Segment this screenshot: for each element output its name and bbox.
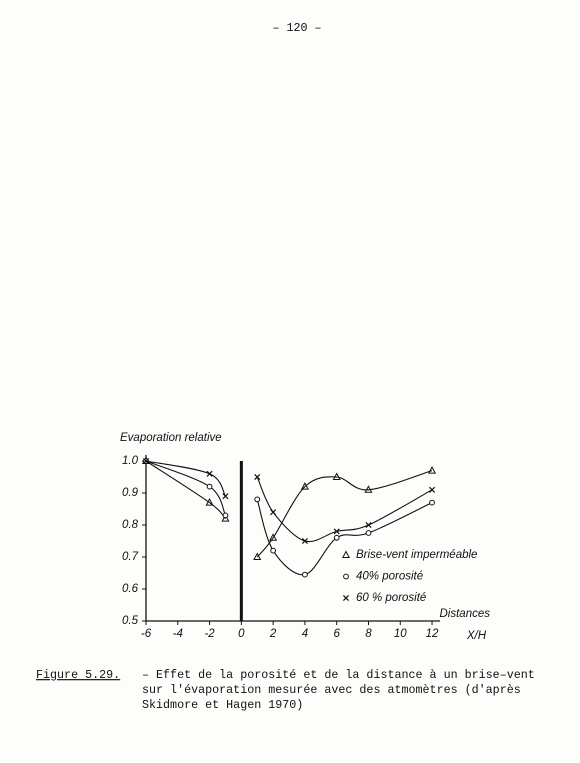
x-tick-label: 12 — [426, 628, 439, 640]
marker-cross — [342, 594, 350, 602]
marker-triangle — [341, 550, 351, 558]
y-tick-label: 0.8 — [122, 519, 139, 531]
marker-triangle — [300, 482, 309, 490]
marker-triangle — [364, 485, 373, 493]
marker-circle — [343, 573, 349, 580]
marker-cross — [254, 473, 261, 481]
marker-circle — [270, 547, 277, 554]
marker-triangle — [205, 498, 214, 506]
x-tick-label: -4 — [173, 628, 183, 640]
legend-label: Brise-vent imperméable — [356, 549, 477, 561]
x-tick-label: 8 — [365, 628, 372, 640]
y-tick-label: 0.6 — [122, 583, 139, 595]
caption-line: sur l'évaporation mesurée avec des atmom… — [142, 683, 521, 697]
y-tick-label: 0.7 — [122, 551, 139, 563]
caption-line: Skidmore et Hagen 1970) — [142, 698, 303, 712]
x-tick-label: -2 — [204, 628, 215, 640]
marker-triangle — [221, 514, 230, 522]
y-tick-label: 1.0 — [122, 455, 139, 467]
series-line — [145, 460, 433, 543]
marker-cross — [301, 537, 308, 545]
marker-circle — [254, 496, 261, 503]
x-tick-label: -6 — [141, 628, 152, 640]
x-tick-label: 0 — [238, 628, 245, 640]
marker-triangle — [269, 533, 278, 541]
x-tick-label: 6 — [333, 628, 340, 640]
series-line — [145, 460, 433, 558]
marker-circle — [206, 483, 213, 490]
y-tick-label: 0.5 — [122, 615, 139, 627]
page-number: – 120 – — [272, 21, 321, 35]
x-axis-title: Distances — [440, 608, 491, 620]
marker-circle — [302, 571, 308, 578]
y-axis-label: Evaporation relative — [120, 432, 222, 444]
marker-triangle — [253, 552, 262, 560]
marker-circle — [333, 534, 340, 541]
marker-cross — [333, 528, 340, 535]
legend-label: 60 % porosité — [356, 592, 426, 604]
x-tick-label: 2 — [269, 628, 277, 640]
marker-cross — [365, 521, 372, 529]
marker-cross — [142, 457, 150, 465]
x-tick-label: 4 — [302, 628, 308, 640]
marker-cross — [429, 486, 436, 493]
marker-circle — [429, 499, 435, 506]
marker-triangle — [332, 472, 341, 480]
y-tick-label: 0.9 — [122, 487, 139, 499]
marker-cross — [206, 470, 213, 477]
legend-label: 40% porosité — [356, 571, 423, 583]
marker-circle — [365, 530, 372, 536]
marker-cross — [222, 493, 229, 500]
marker-cross — [270, 509, 277, 516]
x-tick-label: 10 — [394, 628, 407, 640]
marker-circle — [222, 512, 229, 519]
caption-line: – Effet de la porosité et de la distance… — [142, 668, 535, 682]
marker-triangle — [428, 466, 437, 474]
caption-label: Figure 5.29. — [36, 668, 120, 682]
x-axis-label: X/H — [466, 630, 487, 642]
